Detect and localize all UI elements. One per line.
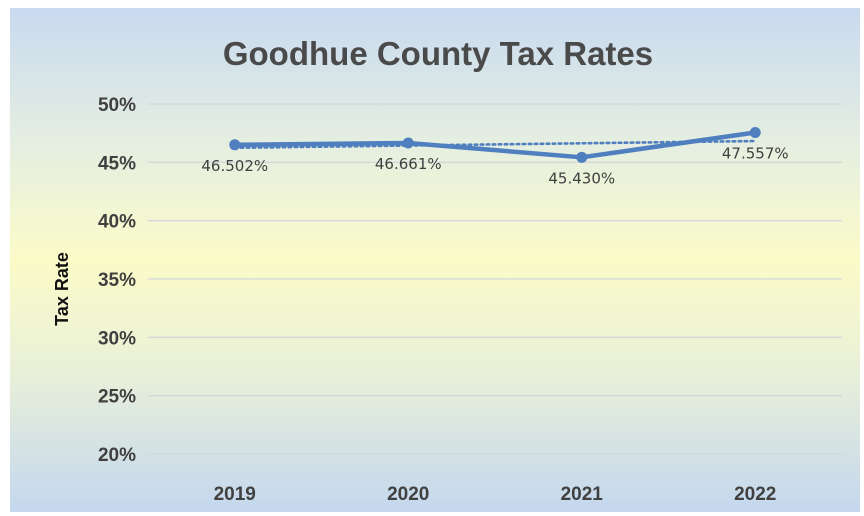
x-tick-label: 2019: [214, 484, 256, 505]
data-point: [576, 151, 588, 163]
x-tick-label: 2021: [561, 484, 604, 505]
series-line: [234, 130, 756, 160]
y-tick-label: 50%: [98, 95, 136, 116]
y-tick-label: 30%: [98, 328, 136, 349]
data-point: [402, 137, 414, 149]
chart-title: Goodhue County Tax Rates: [223, 35, 653, 72]
y-tick-label: 45%: [98, 153, 136, 174]
y-tick-label: 35%: [98, 270, 136, 291]
data-label: 45.430%: [548, 169, 615, 187]
data-label: 46.502%: [201, 157, 268, 175]
series-tax-rate: [229, 127, 761, 163]
x-tick-label: 2020: [387, 484, 429, 505]
y-axis-ticks: 20% 25% 30% 35% 40% 45% 50%: [98, 95, 136, 466]
data-label: 47.557%: [722, 145, 789, 163]
y-tick-label: 20%: [98, 445, 136, 466]
data-labels: 46.502% 46.661% 45.430% 47.557%: [201, 145, 788, 188]
y-tick-label: 25%: [98, 387, 136, 408]
line-chart: Goodhue County Tax Rates Tax Rate 20% 25%…: [52, 35, 842, 505]
y-tick-label: 40%: [98, 212, 136, 233]
trendline: [233, 139, 757, 150]
data-label: 46.661%: [375, 155, 442, 173]
trendline-line: [233, 139, 757, 150]
data-point: [229, 139, 241, 151]
data-point: [749, 127, 761, 139]
x-tick-label: 2022: [734, 484, 776, 505]
chart-frame: Goodhue County Tax Rates Tax Rate 20% 25%…: [10, 8, 860, 512]
y-axis-label: Tax Rate: [52, 252, 72, 326]
gridlines: [148, 103, 842, 455]
x-axis-ticks: 2019 2020 2021 2022: [214, 484, 777, 505]
